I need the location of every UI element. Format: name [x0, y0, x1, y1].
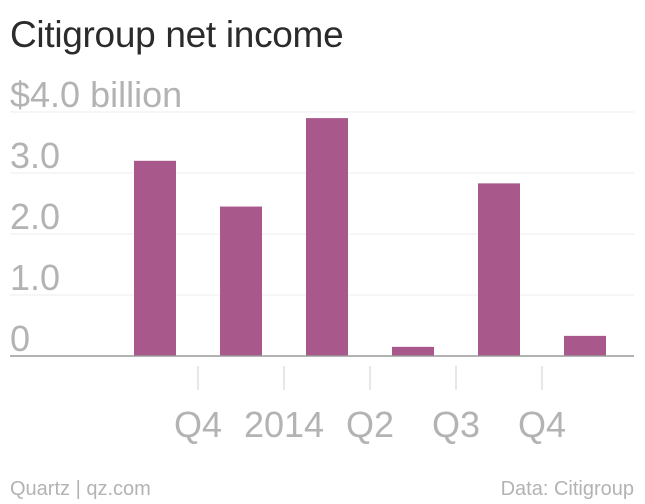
- y-tick-label: 3.0: [10, 135, 60, 176]
- y-tick-label: 0: [10, 318, 30, 359]
- y-axis-labels: 0 1.0 2.0 3.0 $4.0 billion: [10, 74, 182, 359]
- source-credit: Quartz | qz.com: [10, 478, 151, 500]
- x-tick-label: 2014: [244, 404, 324, 445]
- bars: [134, 118, 606, 356]
- x-tick-label: Q2: [346, 404, 394, 445]
- data-source: Data: Citigroup: [500, 478, 634, 500]
- bar: [392, 346, 434, 356]
- chart-title: Citigroup net income: [10, 14, 344, 55]
- x-axis-labels: Q4 2014 Q2 Q3 Q4: [174, 404, 566, 445]
- bar: [134, 160, 176, 356]
- bar: [306, 118, 348, 356]
- bar: [478, 183, 520, 356]
- x-axis: [10, 355, 634, 390]
- bar: [564, 335, 606, 356]
- bar-chart: 0 1.0 2.0 3.0 $4.0 billion Q4 2014 Q2 Q3 Q4: [10, 74, 634, 445]
- x-tick-label: Q4: [518, 404, 566, 445]
- x-tick-label: Q3: [432, 404, 480, 445]
- y-tick-label: 2.0: [10, 196, 60, 237]
- y-tick-label: $4.0 billion: [10, 74, 182, 115]
- x-tick-label: Q4: [174, 404, 222, 445]
- y-tick-label: 1.0: [10, 257, 60, 298]
- bar: [220, 206, 262, 356]
